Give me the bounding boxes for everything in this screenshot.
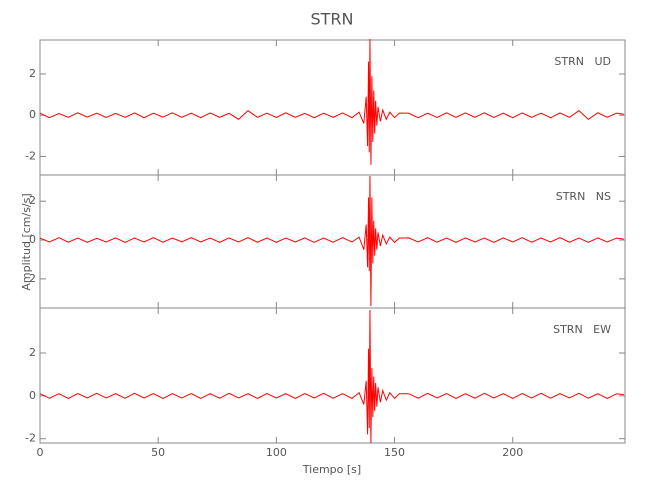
x-axis-label: Tiempo [s] bbox=[302, 463, 361, 476]
y-tick-label: 2 bbox=[29, 194, 36, 207]
y-tick-label: 0 bbox=[29, 233, 36, 246]
y-tick-label: 2 bbox=[29, 272, 36, 285]
panel-frame bbox=[39, 307, 626, 444]
y-axis-label: Amplitud [cm/s/s] bbox=[20, 193, 33, 290]
panel-frame bbox=[39, 39, 626, 176]
waveform bbox=[39, 310, 624, 444]
panel-label: STRN EW bbox=[553, 323, 611, 336]
y-tick-label: -2 bbox=[25, 149, 36, 162]
y-tick-label: 2 bbox=[29, 346, 36, 359]
y-tick-label: 2 bbox=[29, 67, 36, 80]
x-tick-label: 100 bbox=[266, 446, 287, 459]
y-tick-label: -2 bbox=[25, 432, 36, 445]
x-tick-label: 200 bbox=[502, 446, 523, 459]
x-tick-label: 0 bbox=[37, 446, 44, 459]
waveform bbox=[39, 38, 624, 165]
chart-title: STRN bbox=[310, 10, 353, 29]
panel-label: STRN NS bbox=[556, 190, 611, 203]
y-tick-label: 0 bbox=[29, 389, 36, 402]
panel-label: STRN UD bbox=[554, 55, 611, 68]
x-tick-label: 150 bbox=[384, 446, 405, 459]
waveform bbox=[39, 175, 624, 307]
y-tick-label: 0 bbox=[29, 108, 36, 121]
x-tick-label: 50 bbox=[151, 446, 165, 459]
